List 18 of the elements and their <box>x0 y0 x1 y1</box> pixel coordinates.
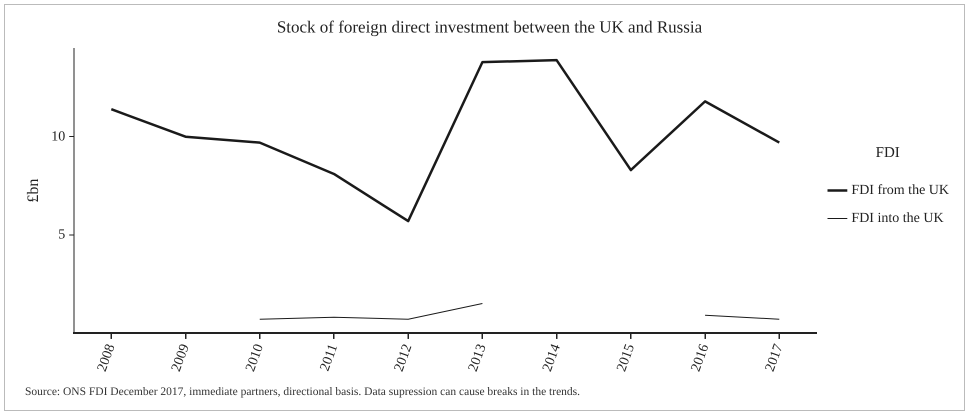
x-tick-label: 2009 <box>169 342 193 374</box>
x-tick-label: 2008 <box>94 342 119 374</box>
y-tick-label: 5 <box>58 227 66 242</box>
y-axis-title: £bn <box>24 178 42 203</box>
x-tick-label: 2017 <box>762 342 787 374</box>
chart-title: Stock of foreign direct investment between the UK and Russia <box>276 18 703 37</box>
x-tick-label: 2011 <box>318 342 342 374</box>
x-tick-label: 2015 <box>614 342 638 374</box>
x-tick-label: 2016 <box>688 342 712 374</box>
legend-title: FDI <box>876 144 900 161</box>
x-tick-label: 2012 <box>392 342 416 374</box>
x-tick-label: 2014 <box>540 342 564 374</box>
legend-label: FDI into the UK <box>851 211 944 226</box>
x-tick-label: 2010 <box>243 342 267 374</box>
y-tick-label: 10 <box>51 129 66 144</box>
legend-label: FDI from the UK <box>851 183 950 198</box>
source-note: Source: ONS FDI December 2017, immediate partners, directional basis. Data supression can cause breaks in the trends. <box>25 386 580 398</box>
x-tick-label: 2013 <box>466 342 490 374</box>
